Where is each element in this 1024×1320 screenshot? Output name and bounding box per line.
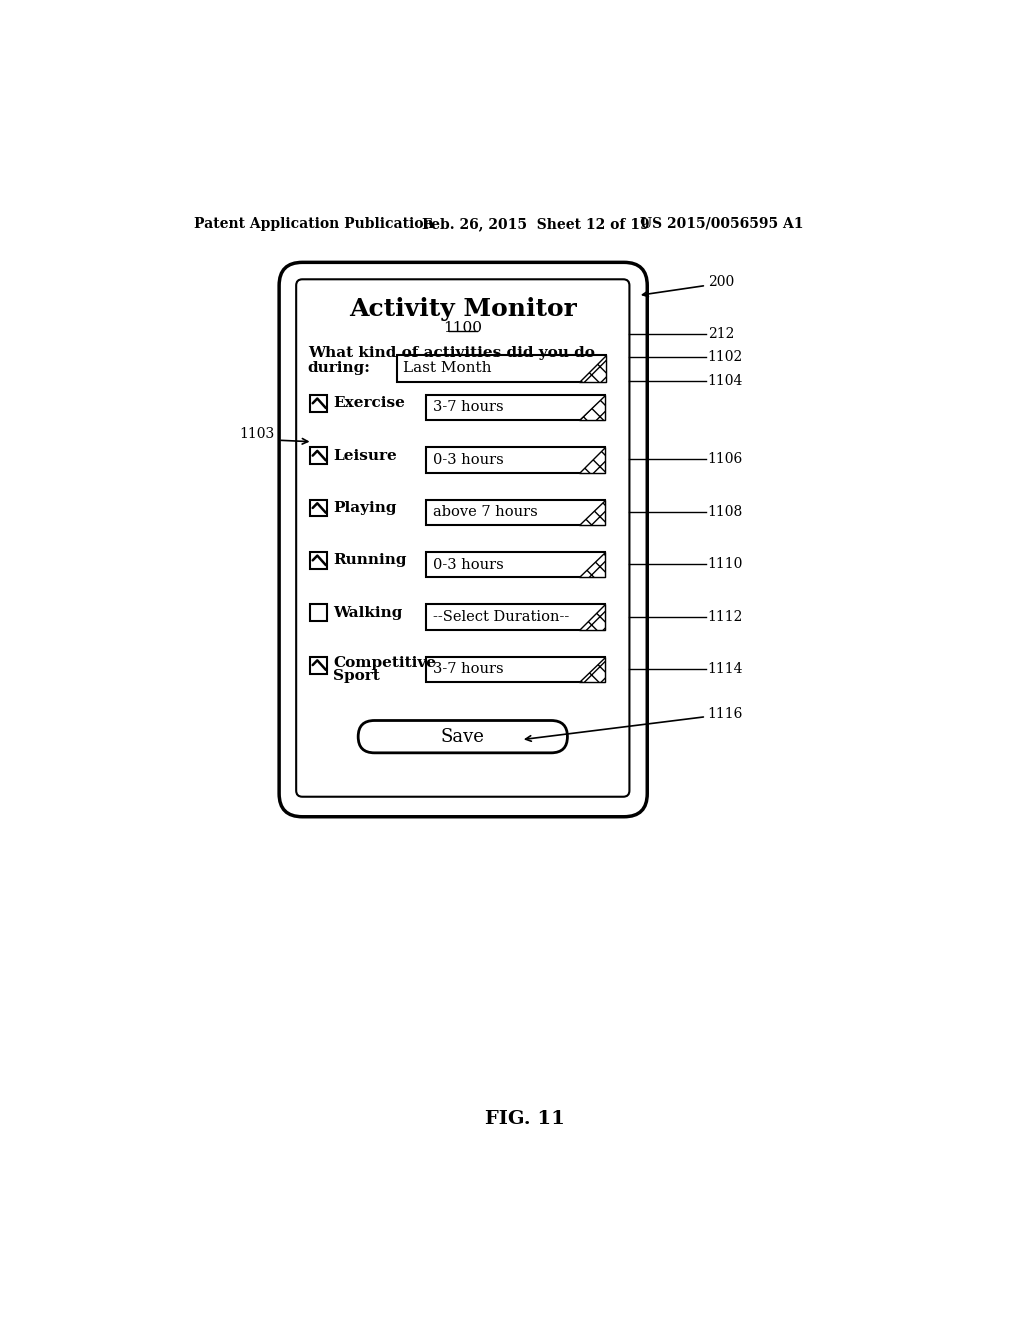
Text: Leisure: Leisure [334,449,397,462]
Bar [426,552,604,577]
Text: 200: 200 [708,275,734,289]
Text: 1102: 1102 [708,350,743,364]
Text: above 7 hours: above 7 hours [432,506,538,519]
Text: Running: Running [334,553,407,568]
Text: 3-7 hours: 3-7 hours [432,663,503,676]
Text: 1104: 1104 [708,374,743,388]
Text: What kind of activities did you do: What kind of activities did you do [308,346,595,360]
FancyBboxPatch shape [280,263,647,817]
Polygon shape [579,656,604,682]
Text: 1100: 1100 [443,321,482,335]
FancyBboxPatch shape [358,721,567,752]
Text: Walking: Walking [334,606,402,619]
Text: 1114: 1114 [708,661,743,676]
Bar [310,605,328,622]
Bar [426,656,604,682]
Text: during:: during: [308,360,371,375]
Text: Sport: Sport [334,669,380,682]
Text: FIG. 11: FIG. 11 [484,1110,565,1129]
Text: Activity Monitor: Activity Monitor [349,297,577,321]
Bar [310,552,328,569]
Polygon shape [579,355,606,381]
Polygon shape [579,552,604,577]
Text: Exercise: Exercise [334,396,406,411]
Text: 0-3 hours: 0-3 hours [432,557,504,572]
Text: Feb. 26, 2015  Sheet 12 of 19: Feb. 26, 2015 Sheet 12 of 19 [423,216,650,231]
Text: 1112: 1112 [708,610,743,623]
Text: 1106: 1106 [708,453,743,466]
Bar [397,355,606,381]
Text: 1108: 1108 [708,504,743,519]
Text: 3-7 hours: 3-7 hours [432,400,503,414]
Text: US 2015/0056595 A1: US 2015/0056595 A1 [640,216,803,231]
Bar [426,605,604,630]
Bar [310,499,328,516]
Text: --Select Duration--: --Select Duration-- [432,610,568,624]
Text: Save: Save [441,727,484,746]
Bar [310,447,328,465]
Text: 1110: 1110 [708,557,743,572]
Bar [310,395,328,412]
Text: 1116: 1116 [708,708,743,721]
Bar [310,656,328,673]
Text: 212: 212 [708,327,734,341]
Text: 0-3 hours: 0-3 hours [432,453,504,467]
Bar [426,395,604,420]
Polygon shape [579,499,604,525]
Polygon shape [579,395,604,420]
Polygon shape [579,447,604,473]
Polygon shape [579,605,604,630]
Text: Playing: Playing [334,502,397,515]
Text: 1103: 1103 [240,428,274,441]
Text: Last Month: Last Month [403,362,492,375]
Text: Patent Application Publication: Patent Application Publication [194,216,433,231]
Bar [426,447,604,473]
Text: Competitive: Competitive [334,656,436,669]
Bar [426,499,604,525]
FancyBboxPatch shape [296,280,630,797]
